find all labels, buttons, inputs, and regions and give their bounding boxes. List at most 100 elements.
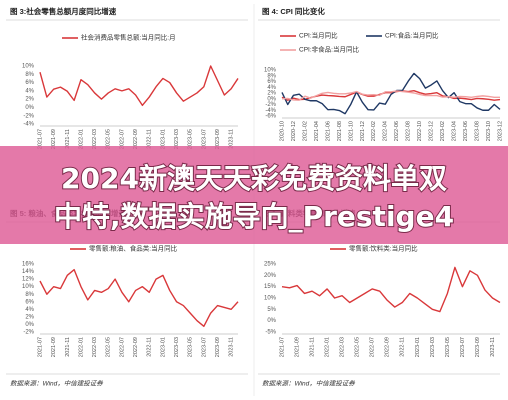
x-tick-label: 2022-07 (119, 337, 125, 357)
y-tick-label: -4% (265, 108, 276, 114)
x-tick-label: 2023-01 (415, 337, 421, 357)
x-tick-label: 2022-09 (133, 337, 139, 357)
x-tick-label: 2023-06 (463, 121, 469, 141)
source-note: 数据来源：Wind，中信建投证券 (10, 380, 103, 388)
x-tick-label: 2023-05 (445, 337, 451, 357)
x-tick-label: 2022-03 (92, 337, 98, 357)
x-tick-label: 2021-09 (51, 129, 57, 149)
y-tick-label: 10% (264, 296, 277, 302)
y-tick-label: 14% (22, 269, 35, 275)
series-line (39, 268, 239, 328)
x-tick-label: 2023-03 (174, 337, 180, 357)
x-tick-label: 2022-02 (371, 121, 377, 141)
y-tick-label: -2% (23, 330, 34, 336)
legend-label: 零售额:粮油、食品类:当月同比 (89, 244, 178, 253)
x-tick-label: 2020-12 (291, 121, 297, 141)
y-tick-label: 4% (267, 85, 276, 91)
x-tick-label: 2022-07 (119, 129, 125, 149)
y-tick-label: 6% (267, 79, 276, 85)
x-tick-label: 2022-07 (370, 337, 376, 357)
x-tick-label: 2023-04 (452, 121, 458, 141)
y-tick-label: 0% (267, 96, 276, 102)
y-tick-label: -6% (265, 114, 276, 120)
banner-line: 中特,数据实施导向_Prestige4 (54, 200, 454, 233)
x-tick-label: 2021-09 (51, 337, 57, 357)
legend-label: CPI:当月同比 (299, 31, 338, 40)
x-tick-label: 2023-07 (201, 337, 207, 357)
y-tick-label: 2% (267, 91, 276, 97)
x-tick-label: 2021-07 (279, 337, 285, 357)
y-tick-label: 8% (25, 292, 34, 298)
x-tick-label: 2023-12 (497, 121, 503, 141)
x-tick-label: 2023-07 (460, 337, 466, 357)
series-line (281, 72, 501, 115)
x-tick-label: 2022-01 (325, 337, 331, 357)
x-tick-label: 2021-11 (65, 337, 71, 357)
x-tick-label: 2021-06 (325, 121, 331, 141)
y-tick-label: 0% (25, 105, 34, 111)
x-tick-label: 2021-04 (314, 121, 320, 141)
x-tick-label: 2022-05 (106, 129, 112, 149)
legend-label: CPI:食品:当月同比 (385, 31, 439, 40)
y-tick-label: 8% (267, 73, 276, 79)
x-tick-label: 2023-09 (475, 337, 481, 357)
y-tick-label: 2% (25, 314, 34, 320)
x-tick-label: 2023-11 (490, 337, 496, 357)
y-tick-label: 0% (267, 318, 276, 324)
chart-title: 图 4: CPI 同比变化 (262, 6, 325, 16)
x-tick-label: 2023-07 (201, 129, 207, 149)
y-tick-label: 2% (25, 97, 34, 103)
x-tick-label: 2023-01 (160, 337, 166, 357)
y-tick-label: 12% (22, 277, 35, 283)
legend-label: CPI:非食品:当月同比 (299, 45, 359, 54)
x-tick-label: 2022-01 (78, 129, 84, 149)
x-tick-label: 2022-08 (406, 121, 412, 141)
y-tick-label: 16% (22, 262, 35, 268)
x-tick-label: 2021-07 (37, 129, 43, 149)
y-tick-label: 15% (264, 284, 277, 290)
x-tick-label: 2021-10 (348, 121, 354, 141)
x-tick-label: 2022-11 (147, 129, 153, 149)
x-tick-label: 2022-11 (400, 337, 406, 357)
chart-title: 图 3:社会零售总额月度同比增速 (10, 6, 117, 16)
y-tick-label: -2% (265, 102, 276, 108)
x-tick-label: 2022-09 (385, 337, 391, 357)
x-tick-label: 2023-05 (188, 337, 194, 357)
x-tick-label: 2021-11 (310, 337, 316, 357)
y-tick-label: 8% (25, 72, 34, 78)
x-tick-label: 2022-11 (147, 337, 153, 357)
x-tick-label: 2022-01 (78, 337, 84, 357)
x-tick-label: 2021-07 (37, 337, 43, 357)
x-tick-label: 2021-09 (294, 337, 300, 357)
x-tick-label: 2021-12 (360, 121, 366, 141)
legend-label: 零售额:饮料类:当月同比 (349, 244, 418, 253)
x-tick-label: 2023-03 (174, 129, 180, 149)
x-tick-label: 2022-05 (106, 337, 112, 357)
y-tick-label: 6% (25, 80, 34, 86)
series-line (281, 90, 500, 101)
y-tick-label: 0% (25, 322, 34, 328)
x-tick-label: 2023-01 (160, 129, 166, 149)
y-tick-label: -2% (23, 113, 34, 119)
y-tick-label: 4% (25, 88, 34, 94)
x-tick-label: 2022-09 (133, 129, 139, 149)
x-tick-label: 2020-10 (279, 121, 285, 141)
x-tick-label: 2021-08 (337, 121, 343, 141)
y-tick-label: 10% (264, 68, 277, 74)
y-tick-label: -5% (265, 330, 276, 336)
x-tick-label: 2023-03 (430, 337, 436, 357)
x-tick-label: 2022-03 (92, 129, 98, 149)
x-tick-label: 2023-08 (475, 121, 481, 141)
x-tick-label: 2023-05 (188, 129, 194, 149)
banner (0, 146, 508, 244)
legend-label: 社会消费品零售总额:当月同比:月 (81, 33, 176, 42)
y-tick-label: 10% (22, 284, 35, 290)
y-tick-label: 5% (267, 307, 276, 313)
x-tick-label: 2022-04 (383, 121, 389, 141)
x-tick-label: 2023-02 (440, 121, 446, 141)
y-tick-label: 20% (264, 273, 277, 279)
x-tick-label: 2022-10 (417, 121, 423, 141)
y-tick-label: 10% (22, 64, 35, 70)
x-tick-label: 2023-11 (229, 129, 235, 149)
